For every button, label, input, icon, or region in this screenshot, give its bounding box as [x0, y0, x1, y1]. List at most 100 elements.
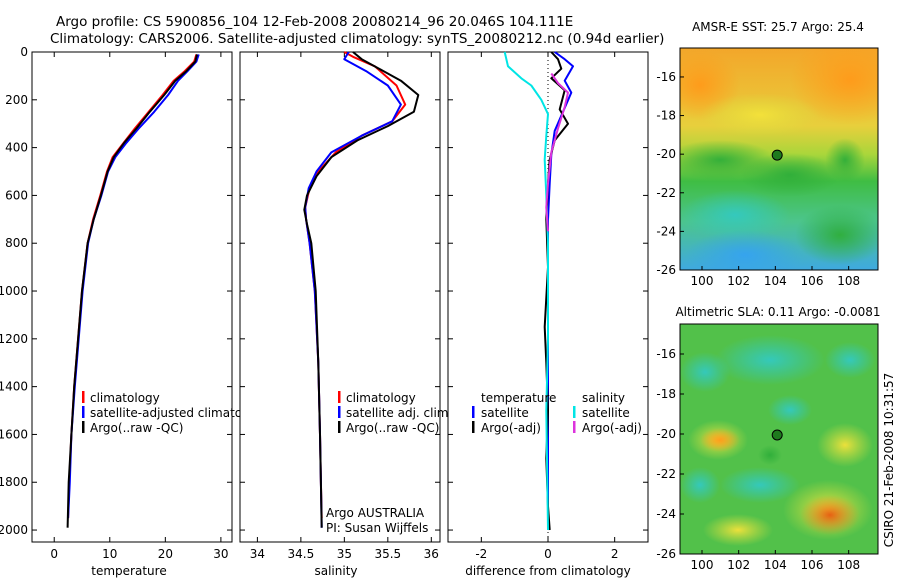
- lon-tick-label: 102: [727, 274, 750, 288]
- y-tick-label: 400: [5, 141, 28, 155]
- legend-heading-temperature: temperature: [481, 391, 556, 405]
- x-tick-label: 35.5: [374, 547, 401, 561]
- sst-map-title: AMSR-E SST: 25.7 Argo: 25.4: [692, 20, 864, 34]
- sla-field-image: [680, 324, 878, 554]
- lat-tick-label: -18: [656, 387, 676, 401]
- temperature-panel: 0 200 400 600 800 1000 1200 1400 1600 1800 2000 0 1…: [0, 45, 268, 578]
- pi-label: PI: Susan Wijffels: [326, 521, 428, 535]
- difference-legend: temperature satellite Argo(-adj) salinit…: [472, 391, 642, 435]
- legend-swatch-temp-satellite: [472, 406, 475, 418]
- lat-tick-label: -24: [656, 507, 676, 521]
- legend-swatch-temp-argo: [472, 421, 475, 433]
- lon-tick-label: 104: [764, 558, 787, 572]
- argo-float-marker: [771, 429, 783, 441]
- lon-tick-label: 106: [801, 274, 824, 288]
- x-tick-label: 34: [250, 547, 265, 561]
- sst-map-axes: 100 102 104 106 108 -16 -18 -20 -22 -24 -26: [656, 70, 860, 288]
- sla-map-panel: Altimetric SLA: 0.11 Argo: -0.0081 100 10…: [656, 305, 880, 572]
- legend-swatch-sal-argo: [573, 421, 576, 433]
- x-tick-label: 2: [611, 547, 619, 561]
- x-tick-label: 20: [158, 547, 173, 561]
- sst-map-panel: AMSR-E SST: 25.7 Argo: 25.4 100 102 104 106…: [656, 20, 879, 288]
- difference-x-axis: -2 0 2: [448, 51, 648, 561]
- x-tick-label: 34.5: [288, 547, 315, 561]
- series-line-salinity-argo-adj: [545, 72, 569, 232]
- x-tick-label: 10: [102, 547, 117, 561]
- legend-label-sal-argo: Argo(-adj): [582, 421, 642, 435]
- legend-label-sal-satellite: satellite: [582, 406, 630, 420]
- lat-tick-label: -16: [656, 70, 676, 84]
- legend-label-argo: Argo(..raw -QC): [346, 421, 439, 435]
- x-tick-label: -2: [475, 547, 487, 561]
- temperature-x-axis: 0 10 20 30: [32, 51, 232, 561]
- salinity-x-axis: 34 34.5 35 35.5 36: [240, 51, 440, 561]
- y-tick-label: 200: [5, 93, 28, 107]
- salinity-panel: 34 34.5 35 35.5 36 climatology satellite adj…: [239, 51, 452, 578]
- legend-heading-salinity: salinity: [582, 391, 625, 405]
- salinity-legend: climatology satellite adj. clim. Argo(..…: [338, 391, 452, 435]
- series-line-argo-raw-qc: [303, 51, 420, 528]
- lon-tick-label: 108: [837, 274, 860, 288]
- sla-map-title: Altimetric SLA: 0.11 Argo: -0.0081: [675, 305, 880, 319]
- legend-swatch-argo: [82, 421, 85, 433]
- lon-tick-label: 106: [801, 558, 824, 572]
- lon-tick-label: 108: [837, 558, 860, 572]
- legend-label-temp-argo: Argo(-adj): [481, 421, 541, 435]
- lat-tick-label: -16: [656, 347, 676, 361]
- y-tick-label: 1200: [0, 332, 28, 346]
- y-tick-label: 800: [5, 236, 28, 250]
- lat-tick-label: -22: [656, 186, 676, 200]
- legend-label-satellite: satellite adj. clim.: [346, 406, 452, 420]
- legend-label-climatology: climatology: [346, 391, 416, 405]
- x-tick-label: 0: [50, 547, 58, 561]
- lat-tick-label: -20: [656, 427, 676, 441]
- temperature-x-label: temperature: [91, 564, 166, 578]
- y-tick-label: 1400: [0, 380, 28, 394]
- lon-tick-label: 104: [764, 274, 787, 288]
- figure-title-line2: Climatology: CARS2006. Satellite-adjuste…: [50, 31, 664, 47]
- lat-tick-label: -22: [656, 467, 676, 481]
- sla-map-axes: 100 102 104 106 108 -16 -18 -20 -22 -24 -26: [656, 347, 860, 572]
- lon-tick-label: 100: [691, 274, 714, 288]
- y-tick-label: 0: [20, 45, 28, 59]
- temperature-lines: [66, 54, 200, 528]
- legend-swatch-satellite: [338, 406, 341, 418]
- salinity-x-label: salinity: [314, 564, 357, 578]
- lat-tick-label: -24: [656, 224, 676, 238]
- salinity-lines: [303, 51, 420, 528]
- series-line-salinity-satellite: [503, 51, 549, 531]
- lat-tick-label: -20: [656, 147, 676, 161]
- legend-swatch-satellite: [82, 406, 85, 418]
- argo-country-label: Argo AUSTRALIA: [326, 506, 425, 520]
- lon-tick-label: 100: [691, 558, 714, 572]
- lat-tick-label: -18: [656, 109, 676, 123]
- csiro-credit: CSIRO 21-Feb-2008 10:31:57: [882, 373, 896, 548]
- y-tick-label: 1000: [0, 284, 28, 298]
- depth-axis: 0 200 400 600 800 1000 1200 1400 1600 1800 2000: [0, 45, 28, 537]
- x-tick-label: 36: [424, 547, 439, 561]
- series-line-argo-raw-qc: [66, 54, 198, 528]
- argo-float-marker: [771, 149, 783, 161]
- legend-label-satellite: satellite-adjusted climatology: [90, 406, 268, 420]
- legend-swatch-climatology: [338, 391, 341, 403]
- x-tick-label: 0: [544, 547, 552, 561]
- y-tick-label: 1800: [0, 475, 28, 489]
- temperature-legend: climatology satellite-adjusted climatolo…: [82, 391, 268, 435]
- legend-swatch-sal-satellite: [573, 406, 576, 418]
- legend-swatch-argo: [338, 421, 341, 433]
- sst-field-image: [680, 48, 878, 270]
- legend-label-climatology: climatology: [90, 391, 160, 405]
- lon-tick-label: 102: [727, 558, 750, 572]
- legend-swatch-climatology: [82, 391, 85, 403]
- difference-panel: -2 0 2 temperature satellite Argo(-adj) sa…: [447, 51, 649, 578]
- legend-label-argo: Argo(..raw -QC): [90, 421, 183, 435]
- y-tick-label: 1600: [0, 427, 28, 441]
- legend-label-temp-satellite: satellite: [481, 406, 529, 420]
- difference-x-label: difference from climatology: [465, 564, 631, 578]
- y-tick-label: 600: [5, 188, 28, 202]
- figure-title-line1: Argo profile: CS 5900856_104 12-Feb-2008…: [56, 14, 573, 30]
- difference-lines: [503, 51, 574, 531]
- x-tick-label: 30: [213, 547, 228, 561]
- lat-tick-label: -26: [656, 263, 676, 277]
